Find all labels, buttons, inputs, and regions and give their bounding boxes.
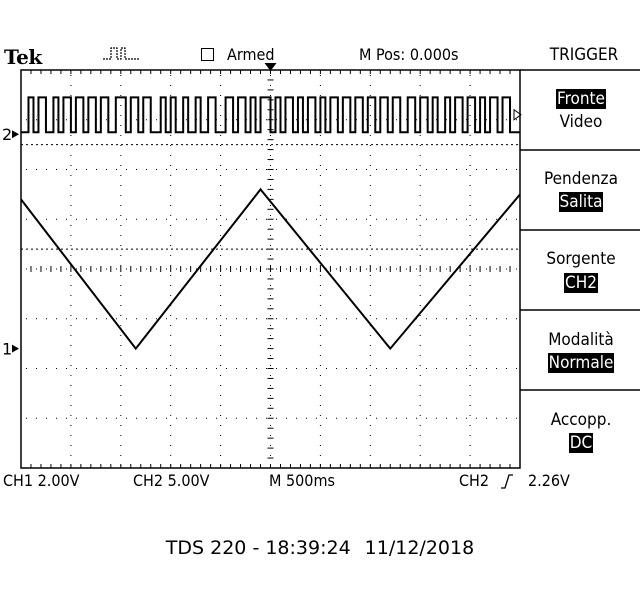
menu-item-label: Pendenza — [544, 169, 618, 189]
ch1-ground-icon — [12, 344, 19, 353]
rising-edge-icon — [500, 472, 514, 494]
footer: TDS 220 - 18:39:24 11/12/2018 — [0, 537, 640, 559]
trigger-source: CH2 — [459, 471, 490, 490]
run-state-icon-svg — [103, 47, 139, 60]
brand-logo: Tek — [4, 45, 42, 69]
acq-state-label: Armed — [227, 45, 275, 64]
menu-item-value: Salita — [558, 192, 604, 212]
ch2-marker-label: 2 — [2, 125, 12, 144]
menu-item-label: Accopp. — [550, 410, 612, 430]
menu-item-value: CH2 — [564, 273, 598, 293]
markers: 21 — [2, 63, 522, 359]
ch1-marker-label: 1 — [2, 340, 12, 359]
ch2-ground-icon — [12, 130, 19, 139]
footer-date: 11/12/2018 — [364, 537, 475, 559]
ch2-scale: CH2 5.00V — [133, 471, 210, 490]
menu-item-label: Modalità — [548, 330, 614, 350]
horizontal-position: M Pos: 0.000s — [359, 45, 459, 64]
run-state-icon — [103, 44, 139, 68]
trigger-level-icon — [513, 108, 522, 121]
menu-item-label: Fronte — [556, 89, 606, 109]
traces — [20, 96, 521, 351]
footer-model-time: TDS 220 - 18:39:24 — [165, 537, 351, 559]
menu-item-label: Sorgente — [546, 249, 616, 269]
menu-item-value: DC — [568, 433, 594, 453]
menu-title: TRIGGER — [549, 45, 619, 65]
menu-item-value: Video — [559, 112, 603, 132]
reference-lines — [21, 144, 520, 250]
trigger-position-icon — [264, 63, 277, 71]
ch1-scale: CH1 2.00V — [3, 471, 80, 490]
timebase: M 500ms — [269, 471, 335, 490]
ch1-trace — [20, 187, 521, 351]
ch2-trace — [21, 96, 520, 134]
armed-checkbox-icon — [201, 48, 214, 61]
menu-item-value: Normale — [547, 353, 615, 373]
trigger-level: 2.26V — [528, 471, 570, 490]
